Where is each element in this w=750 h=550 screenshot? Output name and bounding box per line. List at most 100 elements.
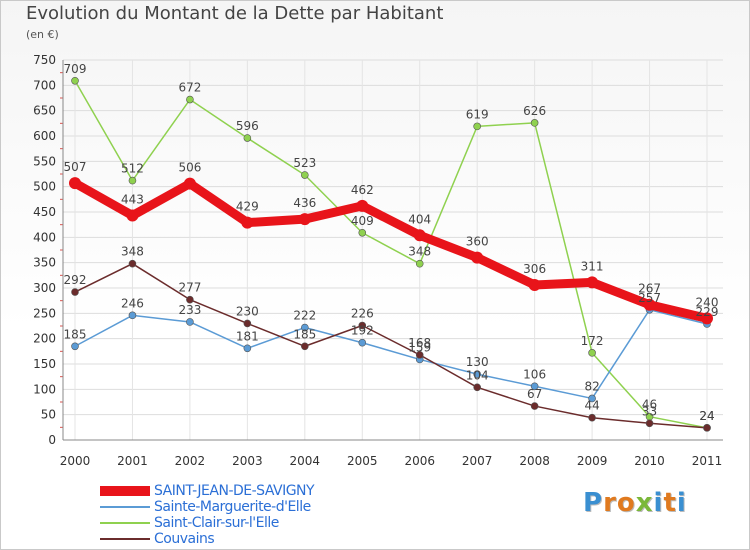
data-label: 168 [408, 336, 431, 350]
logo-letter: o [616, 488, 636, 518]
data-point [186, 95, 194, 104]
data-label: 462 [351, 183, 374, 197]
data-label: 246 [121, 296, 144, 310]
x-tick-label: 2006 [404, 454, 435, 468]
data-point [301, 171, 309, 179]
x-tick-label: 2011 [692, 454, 723, 468]
data-label: 360 [466, 235, 489, 249]
data-label: 348 [408, 245, 431, 259]
data-label: 104 [466, 368, 489, 382]
legend-label: Sainte-Marguerite-d'Elle [154, 499, 311, 515]
data-label: 229 [696, 305, 719, 319]
data-label: 130 [466, 355, 489, 369]
y-tick-label: 450 [33, 205, 56, 219]
data-point [473, 122, 481, 131]
data-point [128, 311, 137, 320]
data-point [588, 394, 596, 403]
data-point [643, 298, 656, 311]
x-tick-label: 2007 [462, 454, 493, 468]
data-label: 233 [178, 303, 201, 317]
data-label: 257 [638, 291, 661, 305]
data-point [528, 278, 541, 291]
data-label: 523 [293, 156, 316, 170]
data-point [186, 318, 194, 326]
data-point [703, 424, 711, 432]
data-label: 159 [408, 340, 431, 354]
legend-swatch [100, 506, 150, 508]
data-point [71, 342, 79, 351]
data-point [415, 351, 424, 359]
legend-label: SAINT-JEAN-DE-SAVIGNY [154, 483, 315, 499]
x-tick-label: 2004 [290, 454, 321, 468]
data-label: 709 [64, 62, 87, 76]
y-tick-label: 250 [33, 306, 56, 320]
data-point [358, 321, 367, 330]
data-point [126, 209, 139, 222]
data-label: 240 [696, 295, 719, 309]
data-point [358, 338, 367, 347]
data-point [473, 383, 481, 392]
data-point [701, 312, 713, 325]
data-point [530, 119, 539, 127]
data-label: 672 [178, 81, 201, 95]
data-label: 292 [64, 273, 87, 287]
data-point [71, 76, 79, 85]
legend-label: Couvains [154, 531, 215, 547]
data-point [413, 229, 426, 242]
x-tick-label: 2000 [60, 454, 91, 468]
y-tick-label: 650 [33, 104, 56, 118]
data-label: 172 [581, 334, 604, 348]
data-point [530, 402, 539, 410]
data-label: 436 [293, 196, 316, 210]
data-label: 44 [584, 399, 599, 413]
data-label: 619 [466, 107, 489, 121]
x-tick-label: 2001 [117, 454, 148, 468]
data-point [356, 199, 369, 212]
logo-letter: t [663, 488, 677, 518]
legend-swatch [100, 538, 150, 540]
y-tick-label: 600 [33, 129, 56, 143]
data-label: 106 [523, 367, 546, 381]
data-label: 192 [351, 324, 374, 338]
data-label: 409 [351, 214, 374, 228]
y-tick-label: 100 [33, 382, 56, 396]
unit-label: (en €) [26, 28, 59, 41]
data-label: 222 [293, 309, 316, 323]
data-point [186, 295, 194, 304]
data-label: 24 [699, 409, 714, 423]
data-label: 267 [638, 282, 661, 296]
logo-letter: P [583, 488, 604, 518]
data-label: 507 [64, 160, 87, 174]
data-label: 33 [642, 404, 657, 418]
y-tick-label: 300 [33, 281, 56, 295]
x-tick-label: 2002 [175, 454, 206, 468]
data-point [241, 216, 254, 229]
y-tick-label: 400 [33, 230, 56, 244]
data-point [301, 342, 309, 351]
series-line [74, 80, 708, 429]
data-point [471, 251, 484, 264]
data-label: 46 [642, 398, 657, 412]
data-point [71, 288, 79, 296]
y-tick-label: 150 [33, 357, 56, 371]
data-label: 311 [581, 259, 604, 273]
data-label: 429 [236, 200, 259, 214]
y-tick-label: 350 [33, 256, 56, 270]
data-label: 277 [178, 281, 201, 295]
proxiti-logo: Proxiti [583, 488, 687, 518]
data-point [415, 259, 424, 268]
x-tick-label: 2009 [577, 454, 608, 468]
data-label: 185 [293, 327, 316, 341]
data-point [645, 419, 654, 428]
data-label: 306 [523, 262, 546, 276]
x-tick-label: 2003 [232, 454, 263, 468]
data-point [586, 276, 599, 289]
y-tick-label: 700 [33, 78, 56, 92]
data-point [301, 323, 309, 332]
data-point [473, 370, 481, 378]
y-tick-label: 50 [41, 408, 56, 422]
chart-title: Evolution du Montant de la Dette par Hab… [26, 3, 444, 24]
data-point [69, 177, 81, 190]
series-line [70, 178, 712, 323]
